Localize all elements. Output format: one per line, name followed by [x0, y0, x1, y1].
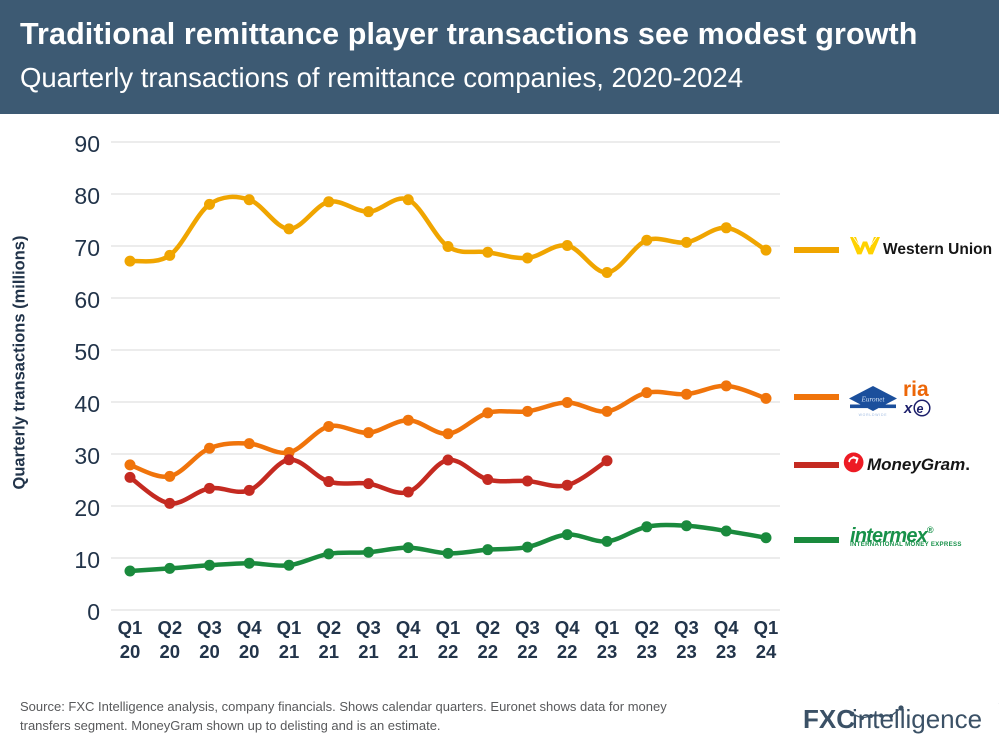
svg-text:WORLDWIDE: WORLDWIDE: [859, 413, 888, 417]
svg-text:intelligence: intelligence: [852, 704, 982, 734]
svg-text:e: e: [917, 402, 924, 416]
svg-text:Euronet: Euronet: [861, 396, 886, 404]
svg-text:x: x: [903, 400, 913, 417]
svg-text:ria: ria: [903, 378, 929, 401]
svg-text:FXC: FXC: [803, 704, 855, 734]
